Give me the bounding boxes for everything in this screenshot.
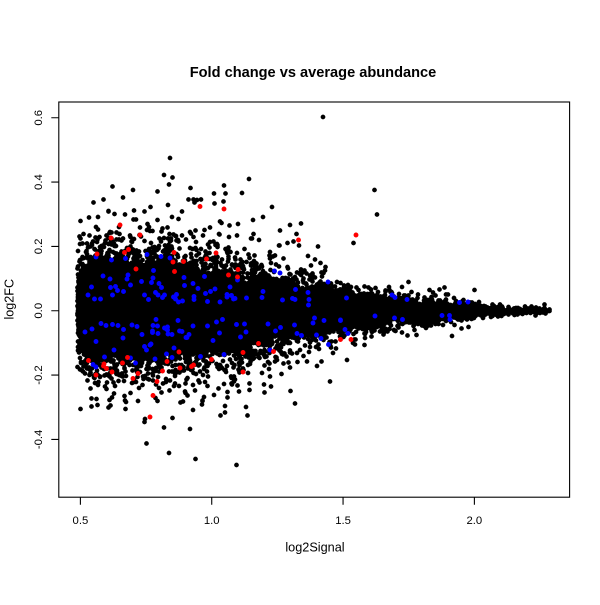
svg-text:0.4: 0.4: [33, 174, 45, 190]
svg-text:1.5: 1.5: [335, 515, 351, 527]
svg-text:0.2: 0.2: [33, 239, 45, 255]
svg-text:0.0: 0.0: [33, 303, 45, 319]
svg-text:1.0: 1.0: [204, 515, 220, 527]
svg-text:0.5: 0.5: [73, 515, 89, 527]
svg-text:-0.4: -0.4: [33, 430, 45, 449]
svg-text:-0.2: -0.2: [33, 365, 45, 384]
svg-text:log2Signal: log2Signal: [285, 541, 344, 555]
svg-text:0.6: 0.6: [33, 110, 45, 126]
svg-text:Fold change vs average abundan: Fold change vs average abundance: [190, 65, 437, 81]
svg-text:log2FC: log2FC: [2, 279, 16, 320]
svg-text:2.0: 2.0: [467, 515, 483, 527]
